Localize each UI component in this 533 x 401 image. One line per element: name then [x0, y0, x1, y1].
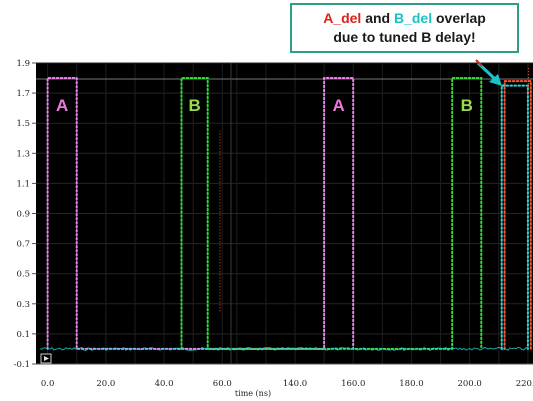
- x-tick-label: 40.0: [155, 379, 174, 389]
- y-tick-label: 1.5: [16, 119, 30, 129]
- y-tick-label: 0.3: [16, 300, 30, 310]
- b-del-series: [500, 84, 529, 350]
- signal-label-b: B: [461, 96, 473, 115]
- baseline-noise-trace: [39, 346, 529, 352]
- x-tick-label: 20.0: [96, 379, 115, 389]
- x-tick-label: 60.0: [213, 379, 232, 389]
- b-del-label: B_del: [393, 10, 433, 26]
- annotation-callout: A_del and B_del overlap due to tuned B d…: [290, 3, 519, 53]
- y-tick-label: 1.1: [16, 179, 30, 189]
- signal-label-a: A: [56, 96, 68, 115]
- x-tick-label: 220.0: [516, 379, 533, 389]
- x-tick-label: 0.0: [41, 379, 55, 389]
- x-tick-label: 160.0: [341, 379, 365, 389]
- overlap-text: overlap: [432, 10, 486, 26]
- y-tick-label: 0.1: [16, 330, 30, 340]
- callout-line-1: A_del and B_del overlap: [292, 9, 517, 28]
- callout-arrow-tail: [475, 59, 483, 67]
- a-del-series: [503, 80, 532, 350]
- y-tick-label: -0.1: [14, 360, 30, 370]
- y-tick-label: 0.5: [16, 270, 30, 280]
- y-tick-label: 1.7: [16, 89, 30, 99]
- x-axis-label: time (ns): [235, 389, 271, 398]
- y-tick-label: 1.9: [16, 59, 30, 69]
- play-glyph: [44, 356, 49, 361]
- x-tick-label: 200.0: [457, 379, 481, 389]
- a-del-label: A_del: [323, 10, 362, 26]
- x-tick-label: 140.0: [283, 379, 307, 389]
- callout-arrow-head: [489, 74, 502, 86]
- and-text: and: [361, 10, 394, 26]
- x-tick-label: 180.0: [399, 379, 423, 389]
- y-tick-label: 1.3: [16, 149, 30, 159]
- signal-label-a: A: [333, 96, 345, 115]
- y-tick-label: 0.9: [16, 210, 30, 220]
- y-tick-label: 0.7: [16, 240, 30, 250]
- callout-line-2: due to tuned B delay!: [333, 29, 476, 45]
- signal-label-b: B: [188, 96, 200, 115]
